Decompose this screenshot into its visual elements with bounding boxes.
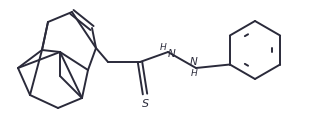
Text: S: S (142, 99, 149, 109)
Text: H: H (160, 43, 166, 51)
Text: N: N (168, 49, 176, 59)
Text: H: H (190, 69, 197, 77)
Text: N: N (190, 57, 198, 67)
